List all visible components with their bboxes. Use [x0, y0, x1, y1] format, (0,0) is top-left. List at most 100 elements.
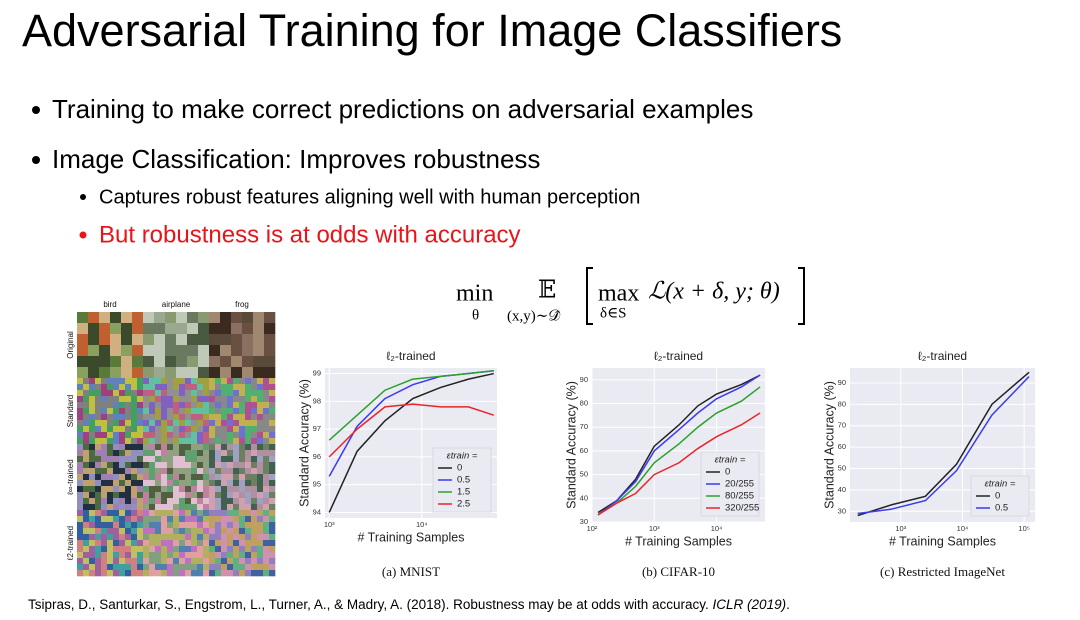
x-tick-label: 10³ — [324, 520, 335, 529]
image-pixel — [173, 540, 180, 547]
image-pixel — [95, 546, 102, 553]
image-pixel — [191, 558, 198, 565]
image-pixel — [143, 564, 150, 571]
image-pixel — [143, 396, 150, 403]
image-pixel — [119, 390, 126, 397]
image-pixel — [239, 534, 246, 541]
chart-title: ℓ₂-trained — [918, 349, 967, 363]
image-pixel — [221, 390, 228, 397]
image-pixel — [101, 444, 108, 451]
image-pixel — [239, 510, 246, 517]
image-pixel — [185, 492, 192, 499]
image-pixel — [119, 498, 126, 505]
image-pixel — [101, 402, 108, 409]
image-pixel — [251, 456, 258, 463]
image-pixel — [221, 450, 228, 457]
y-tick-label: 30 — [580, 517, 588, 526]
image-pixel — [83, 510, 90, 517]
image-pixel — [143, 492, 150, 499]
image-pixel — [121, 345, 133, 357]
image-pixel — [149, 570, 156, 577]
image-pixel — [227, 450, 234, 457]
image-pixel — [125, 396, 132, 403]
image-pixel — [257, 546, 264, 553]
image-pixel — [179, 546, 186, 553]
x-tick-label: 10⁵ — [1018, 524, 1029, 533]
image-pixel — [197, 570, 204, 577]
image-pixel — [257, 402, 264, 409]
citation-text: Tsipras, D., Santurkar, S., Engstrom, L.… — [28, 597, 713, 612]
image-pixel — [239, 438, 246, 445]
image-pixel — [191, 432, 198, 439]
image-pixel — [185, 390, 192, 397]
image-pixel — [167, 522, 174, 529]
image-pixel — [131, 456, 138, 463]
image-pixel — [227, 486, 234, 493]
image-pixel — [221, 396, 228, 403]
image-pixel — [197, 408, 204, 415]
image-pixel — [269, 558, 276, 565]
image-pixel — [131, 402, 138, 409]
image-pixel — [107, 390, 114, 397]
image-pixel — [185, 384, 192, 391]
image-pixel — [221, 402, 228, 409]
image-pixel — [227, 510, 234, 517]
image-pixel — [99, 334, 111, 346]
image-pixel — [221, 432, 228, 439]
image-pixel — [245, 402, 252, 409]
image-pixel — [161, 414, 168, 421]
image-pixel — [167, 462, 174, 469]
image-pixel — [173, 462, 180, 469]
y-tick-label: 30 — [838, 506, 846, 515]
image-pixel — [251, 498, 258, 505]
image-pixel — [191, 516, 198, 523]
image-pixel — [173, 468, 180, 475]
image-pixel — [257, 408, 264, 415]
image-pixel — [83, 450, 90, 457]
image-pixel — [215, 510, 222, 517]
formula-body: ℒ(x + δ, y; θ) — [648, 279, 780, 305]
image-pixel — [131, 408, 138, 415]
image-pixel — [203, 384, 210, 391]
image-pixel — [173, 564, 180, 571]
image-pixel — [143, 356, 155, 368]
image-pixel — [107, 504, 114, 511]
image-pixel — [233, 384, 240, 391]
image-pixel — [173, 558, 180, 565]
image-pixel — [125, 558, 132, 565]
image-pixel — [233, 414, 240, 421]
image-pixel — [161, 420, 168, 427]
image-pixel — [149, 450, 156, 457]
image-pixel — [263, 510, 270, 517]
image-pixel — [233, 516, 240, 523]
image-pixel — [209, 504, 216, 511]
image-pixel — [161, 402, 168, 409]
image-pixel — [239, 504, 246, 511]
image-pixel — [197, 516, 204, 523]
x-tick-label: 10³ — [895, 524, 906, 533]
image-pixel — [173, 552, 180, 559]
image-pixel — [107, 516, 114, 523]
image-pixel — [239, 468, 246, 475]
image-pixel — [143, 528, 150, 535]
image-pixel — [197, 510, 204, 517]
image-pixel — [179, 522, 186, 529]
image-pixel — [215, 540, 222, 547]
image-pixel — [121, 323, 133, 335]
image-pixel — [83, 492, 90, 499]
image-pixel — [263, 426, 270, 433]
image-pixel — [179, 438, 186, 445]
image-pixel — [99, 367, 111, 379]
image-pixel — [149, 396, 156, 403]
image-pixel — [95, 504, 102, 511]
image-pixel — [155, 528, 162, 535]
legend-label: 0.5 — [457, 475, 470, 486]
figure-row-label: Original — [66, 331, 75, 359]
y-tick-label: 97 — [313, 424, 321, 433]
image-pixel — [121, 367, 133, 379]
series-line — [597, 412, 761, 516]
image-pixel — [95, 414, 102, 421]
image-pixel — [131, 420, 138, 427]
formula-max: max — [598, 281, 639, 307]
image-pixel — [107, 486, 114, 493]
